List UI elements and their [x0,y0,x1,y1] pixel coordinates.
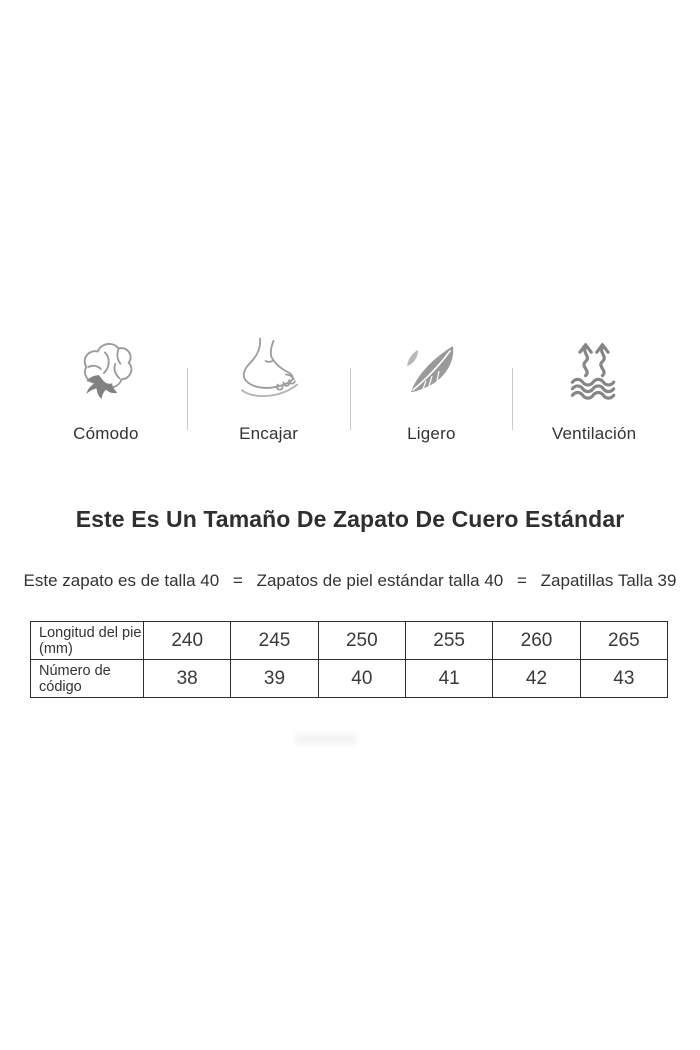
ventilation-icon [554,330,634,410]
equivalence-part-2: Zapatos de piel estándar talla 40 [256,571,504,590]
foot-icon [229,330,309,410]
feather-icon [391,330,471,410]
page-title: Este Es Un Tamaño De Zapato De Cuero Est… [75,506,625,532]
equivalence-part-1: Este zapato es de talla 40 [23,571,220,590]
table-cell: 43 [579,659,669,698]
feature-divider [186,368,188,430]
equivalence-part-3: Zapatillas Talla 39 [540,571,677,590]
table-cell: 38 [142,659,232,698]
feature-label-ventilacion: Ventilación [551,424,637,443]
feature-divider [512,368,514,430]
row-header-size-code: Número de código [30,659,144,698]
table-cell: 42 [492,659,581,698]
feature-label-comodo: Cómodo [73,424,139,443]
faint-watermark [295,733,357,745]
feature-ventilacion: Ventilación [513,330,675,444]
table-row-foot-length: Longitud del pie (mm) 240 245 250 255 26… [30,621,669,660]
table-row-size-code: Número de código 38 39 40 41 42 43 [30,659,669,698]
cotton-icon [66,330,146,410]
feather-leaf [407,350,419,366]
feature-label-encajar: Encajar [239,424,299,443]
table-cell: 255 [404,621,494,660]
table-cell: 245 [230,621,319,660]
feature-ligero: Ligero [351,330,513,444]
table-cell: 41 [404,659,494,698]
cotton-calyx [86,375,118,399]
table-cell: 40 [317,659,406,698]
size-equivalence-line: Este zapato es de talla 40 = Zapatos de … [0,571,700,591]
feature-comodo: Cómodo [25,330,187,444]
feature-divider [349,368,351,430]
feature-row: Cómodo [25,330,675,444]
feature-label-ligero: Ligero [407,424,456,443]
size-table: Longitud del pie (mm) 240 245 250 255 26… [30,621,669,698]
equals-sign: = [517,571,527,590]
equals-sign: = [232,571,243,590]
table-cell: 265 [579,621,669,660]
feature-encajar: Encajar [188,330,350,444]
table-cell: 260 [492,621,581,660]
table-cell: 39 [230,659,319,698]
table-cell: 250 [317,621,406,660]
table-cell: 240 [142,621,232,660]
row-header-foot-length: Longitud del pie (mm) [30,621,144,660]
